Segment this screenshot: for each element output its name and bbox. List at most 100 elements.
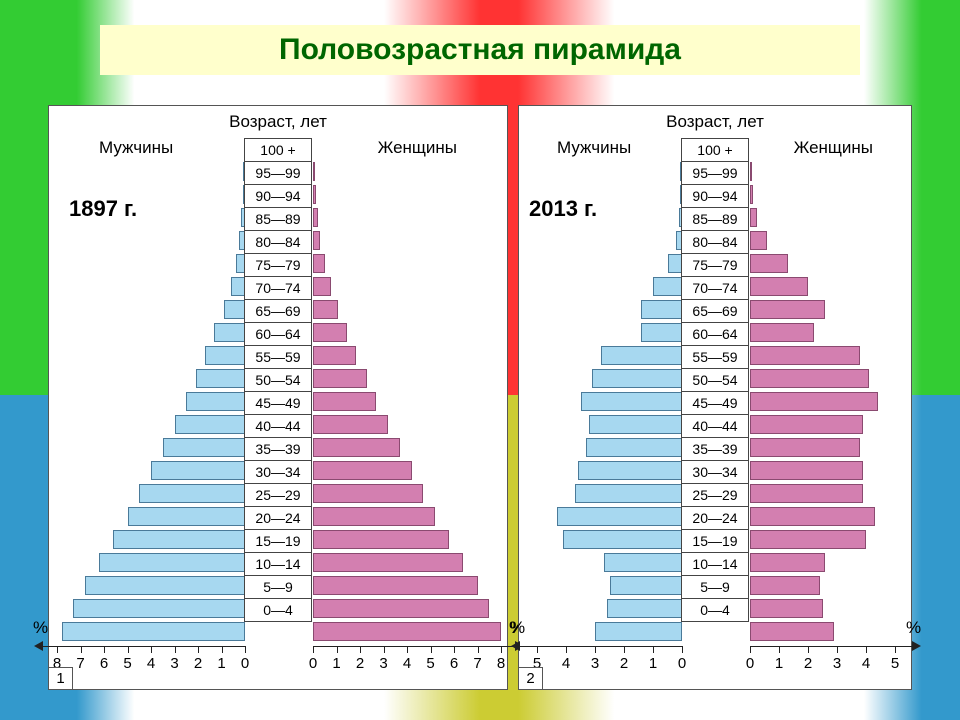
female-bar (750, 369, 869, 388)
tick-label: 3 (170, 655, 178, 672)
age-cell: 75—79 (682, 254, 748, 277)
female-bar (750, 185, 753, 204)
age-cell: 25—29 (245, 484, 311, 507)
male-bar (575, 484, 682, 503)
male-bar (113, 530, 245, 549)
female-bar (750, 461, 863, 480)
female-bar (313, 622, 501, 641)
age-axis-label: Возраст, лет (49, 112, 507, 132)
age-cell: 80—84 (682, 231, 748, 254)
age-cell: 65—69 (682, 300, 748, 323)
female-bar (750, 162, 752, 181)
female-bar (750, 415, 863, 434)
tick-label: 1 (217, 655, 225, 672)
age-column: 100 +95—9990—9485—8980—8475—7970—7465—69… (244, 138, 312, 622)
tick-label: 3 (833, 655, 841, 672)
age-cell: 55—59 (682, 346, 748, 369)
tick-label: 0 (309, 655, 317, 672)
age-cell: 75—79 (245, 254, 311, 277)
male-bars (55, 160, 245, 644)
male-bar (224, 300, 245, 319)
tick-label: 3 (379, 655, 387, 672)
age-cell: 10—14 (682, 553, 748, 576)
tick-label: 0 (746, 655, 754, 672)
male-bar (557, 507, 682, 526)
age-cell: 20—24 (682, 507, 748, 530)
female-bar (313, 507, 435, 526)
female-bar (313, 254, 325, 273)
male-bar (151, 461, 245, 480)
female-bar (750, 438, 860, 457)
female-bar (313, 530, 449, 549)
female-bar (313, 599, 489, 618)
female-bar (313, 323, 347, 342)
age-cell: 45—49 (245, 392, 311, 415)
male-bars (532, 160, 682, 644)
age-cell: 35—39 (245, 438, 311, 461)
age-cell: 40—44 (682, 415, 748, 438)
male-bar (592, 369, 682, 388)
age-cell: 90—94 (682, 185, 748, 208)
female-bar (750, 576, 820, 595)
female-bar (750, 507, 875, 526)
panel-number: 2 (519, 667, 543, 689)
tick-label: 4 (403, 655, 411, 672)
female-bar (750, 553, 825, 572)
female-bar (313, 553, 463, 572)
female-bar (313, 438, 400, 457)
male-bar (581, 392, 683, 411)
female-bar (750, 323, 814, 342)
male-bar (641, 300, 682, 319)
female-bar (750, 277, 808, 296)
male-bar (601, 346, 682, 365)
tick-label: 4 (147, 655, 155, 672)
age-cell: 15—19 (682, 530, 748, 553)
male-bar (563, 530, 682, 549)
tick-label: 0 (678, 655, 686, 672)
panel-2013: Возраст, лет Мужчины Женщины 2013 г. 100… (518, 105, 912, 690)
title-text: Половозрастная пирамида (279, 33, 681, 67)
female-bar (313, 346, 356, 365)
female-bar (750, 622, 834, 641)
female-bar (750, 484, 863, 503)
tick-label: 5 (891, 655, 899, 672)
age-cell: 40—44 (245, 415, 311, 438)
tick-label: 1 (649, 655, 657, 672)
pct-label-left: % (33, 618, 48, 638)
female-bar (313, 576, 478, 595)
female-bar (750, 599, 823, 618)
female-label: Женщины (794, 138, 873, 158)
male-bar (589, 415, 682, 434)
age-cell: 60—64 (245, 323, 311, 346)
tick-label: 4 (562, 655, 570, 672)
age-cell: 80—84 (245, 231, 311, 254)
x-axis-male: 876543210 (43, 646, 245, 647)
tick-label: 7 (473, 655, 481, 672)
male-bar (641, 323, 682, 342)
male-bar (653, 277, 682, 296)
age-cell: 70—74 (245, 277, 311, 300)
age-cell: 100 + (245, 139, 311, 162)
age-cell: 70—74 (682, 277, 748, 300)
age-cell: 35—39 (682, 438, 748, 461)
female-bar (313, 231, 320, 250)
male-bar (163, 438, 245, 457)
female-bars (750, 160, 900, 644)
male-bar (73, 599, 245, 618)
male-bar (604, 553, 682, 572)
tick-label: 1 (332, 655, 340, 672)
female-bar (750, 208, 757, 227)
male-bar (186, 392, 245, 411)
age-cell: 20—24 (245, 507, 311, 530)
female-bar (750, 346, 860, 365)
male-bar (205, 346, 245, 365)
female-bar (313, 392, 376, 411)
female-bar (313, 415, 388, 434)
female-bar (313, 208, 318, 227)
tick-label: 6 (450, 655, 458, 672)
age-cell: 100 + (682, 139, 748, 162)
x-axis-female: 012345678 (313, 646, 515, 647)
age-cell: 60—64 (682, 323, 748, 346)
female-bar (750, 530, 866, 549)
male-bar (668, 254, 683, 273)
